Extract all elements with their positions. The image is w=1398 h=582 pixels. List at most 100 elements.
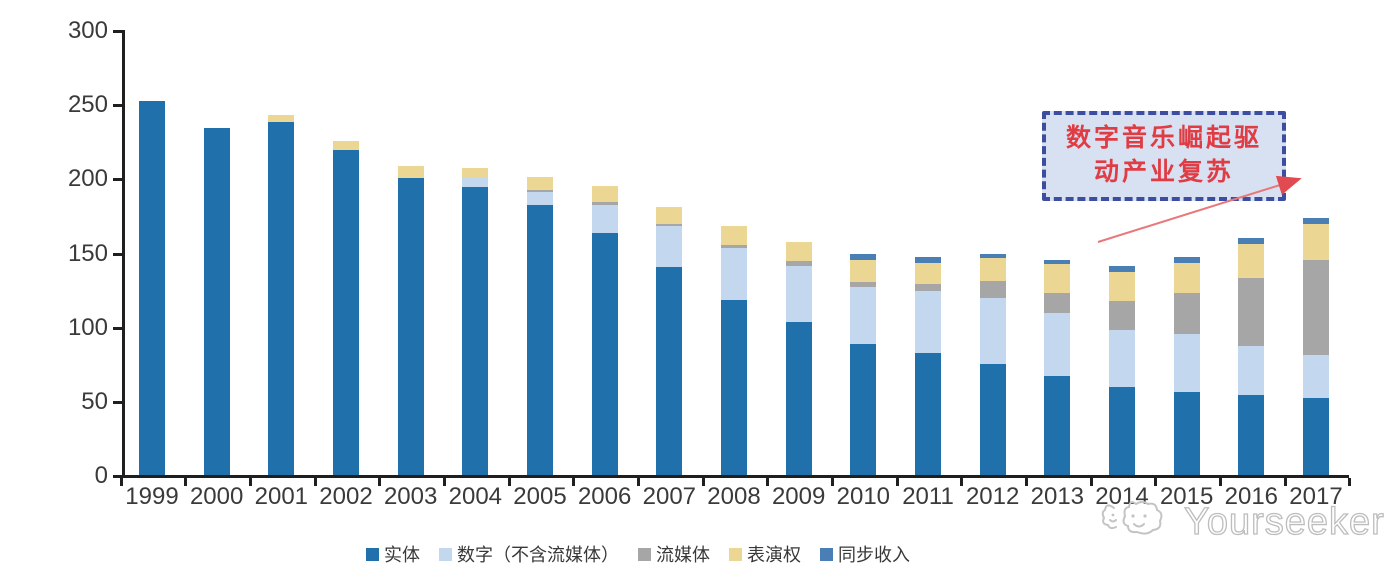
x-axis-label: 2009 (771, 483, 826, 510)
bar-segment-2014 (1109, 265, 1135, 272)
x-axis-tick (313, 478, 317, 486)
bar-segment-2013 (1044, 259, 1071, 265)
annotation-box: 数字音乐崛起驱 动产业复苏 (1042, 111, 1286, 201)
bar-segment-2010 (850, 344, 877, 475)
legend-label-digital: 数字（不含流媒体） (457, 545, 619, 565)
bar-segment-2005 (527, 191, 553, 206)
bar-segment-2017 (1303, 259, 1329, 355)
bar-segment-2010 (850, 259, 877, 283)
legend-label-physical: 实体 (384, 545, 420, 565)
bar-segment-2011 (915, 256, 941, 263)
bar-segment-2014 (1109, 271, 1135, 302)
bar-segment-2003 (397, 178, 424, 475)
bar-segment-2007 (656, 206, 683, 225)
bar-segment-2002 (333, 150, 359, 475)
bar-segment-2013 (1044, 292, 1071, 314)
legend-label-streaming: 流媒体 (656, 545, 710, 565)
x-axis-label: 2017 (1289, 483, 1343, 510)
legend-item-performance: 表演权 (729, 541, 801, 567)
y-axis-tick (113, 104, 122, 108)
legend-item-digital: 数字（不含流媒体） (439, 541, 619, 567)
bar-segment-2013 (1044, 375, 1071, 475)
bar-segment-2007 (656, 224, 683, 226)
bar-segment-2007 (656, 267, 683, 475)
x-axis-label: 2006 (577, 483, 632, 510)
x-axis-tick (1283, 478, 1287, 486)
bar-segment-2011 (915, 291, 941, 354)
bar-segment-2012 (979, 258, 1006, 281)
bar-segment-2014 (1109, 387, 1135, 475)
bar-segment-2008 (721, 248, 747, 300)
x-axis-label: 2001 (254, 483, 309, 510)
bar-segment-2017 (1303, 354, 1329, 398)
bar-segment-2011 (915, 283, 941, 292)
bar-segment-2008 (721, 245, 747, 249)
x-axis-tick (378, 478, 382, 486)
y-axis-tick (113, 178, 122, 182)
bar-segment-2014 (1109, 329, 1135, 388)
x-axis-tick (895, 478, 899, 486)
bar-segment-2005 (527, 176, 553, 191)
bar-segment-2004 (462, 178, 489, 188)
bar-segment-2015 (1173, 334, 1200, 392)
bar-segment-2016 (1238, 237, 1265, 244)
bar-segment-2006 (591, 205, 618, 234)
bar-segment-2009 (785, 322, 812, 475)
x-axis-label: 2005 (513, 483, 567, 510)
x-axis-label: 2015 (1159, 483, 1214, 510)
bar-segment-2006 (591, 233, 618, 475)
x-axis-tick (1025, 478, 1028, 486)
x-axis-label: 2004 (448, 483, 503, 510)
x-axis-tick (119, 478, 123, 486)
bar-segment-2016 (1238, 394, 1265, 475)
annotation-text-line2: 动产业复苏 (1093, 159, 1234, 186)
x-axis-label: 2003 (383, 483, 438, 510)
bar-segment-1999 (139, 101, 165, 475)
x-axis-tick (572, 478, 576, 486)
bar-segment-2013 (1044, 264, 1071, 293)
x-axis-tick (637, 478, 640, 486)
y-axis-label: 250 (67, 91, 108, 119)
y-axis-label: 0 (94, 462, 108, 489)
bar-segment-2015 (1173, 292, 1200, 335)
bar-segment-2004 (462, 187, 489, 475)
legend-swatch-digital-icon (439, 547, 452, 561)
watermark-text: Yourseeker (1183, 501, 1385, 543)
x-axis-label: 1999 (125, 483, 179, 510)
legend-item-streaming: 流媒体 (638, 541, 710, 567)
bar-segment-2006 (591, 202, 618, 206)
x-axis-label: 2014 (1095, 483, 1149, 510)
y-axis-tick (113, 326, 122, 330)
bar-segment-2007 (656, 225, 683, 268)
y-axis-label: 50 (81, 387, 108, 415)
x-axis-tick (831, 478, 834, 486)
x-axis-line (122, 475, 1349, 478)
x-axis-label: 2012 (965, 483, 1020, 510)
y-axis-label: 200 (67, 165, 108, 193)
legend-swatch-streaming-icon (638, 547, 651, 561)
legend-swatch-performance-icon (729, 547, 742, 561)
y-axis-tick (113, 252, 122, 256)
bar-segment-2006 (591, 185, 618, 203)
bar-segment-2005 (527, 205, 553, 475)
bar-segment-2004 (462, 167, 489, 179)
x-axis-tick (184, 478, 188, 486)
x-axis-tick (1154, 478, 1158, 486)
x-axis-tick (1219, 478, 1222, 486)
x-axis-tick (443, 478, 446, 486)
bar-segment-2012 (979, 253, 1006, 259)
annotation-text-line1: 数字音乐崛起驱 (1065, 125, 1262, 152)
y-axis-tick (113, 475, 122, 478)
bar-segment-2013 (1044, 313, 1071, 376)
bar-segment-2010 (850, 253, 877, 260)
x-axis-label: 2000 (189, 483, 244, 510)
x-axis-label: 2016 (1224, 483, 1279, 510)
bar-segment-2001 (268, 114, 295, 122)
y-axis-label: 300 (67, 17, 108, 44)
bar-segment-2008 (721, 299, 747, 475)
bar-segment-2012 (979, 363, 1006, 475)
bar-segment-2016 (1238, 345, 1265, 395)
yourseeker-mascot-icon (1101, 501, 1163, 535)
bar-segment-2014 (1109, 301, 1135, 330)
